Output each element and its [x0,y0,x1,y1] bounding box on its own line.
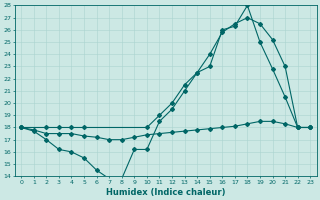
X-axis label: Humidex (Indice chaleur): Humidex (Indice chaleur) [106,188,226,197]
